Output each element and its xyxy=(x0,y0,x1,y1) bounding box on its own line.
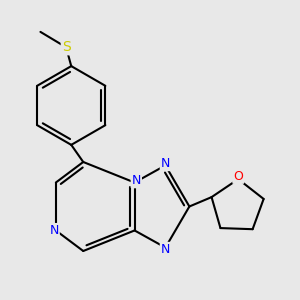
Text: S: S xyxy=(62,40,70,54)
Text: N: N xyxy=(161,243,170,256)
Text: O: O xyxy=(233,170,243,183)
Text: N: N xyxy=(50,224,59,237)
Text: N: N xyxy=(161,157,170,170)
Text: N: N xyxy=(132,174,141,187)
